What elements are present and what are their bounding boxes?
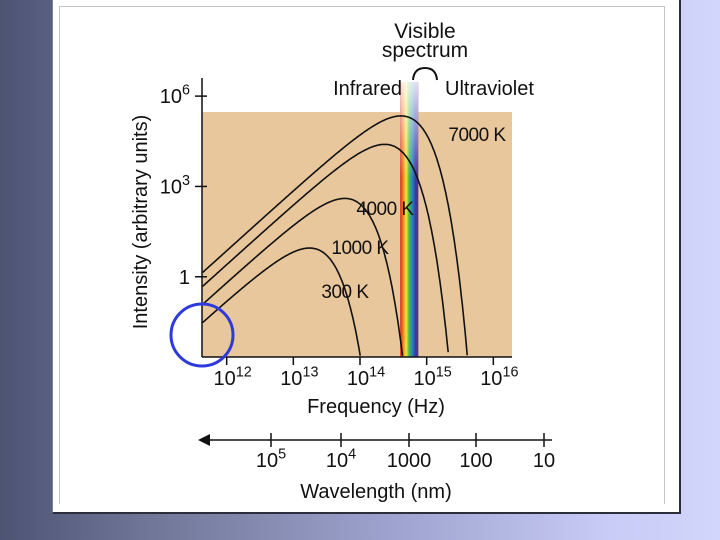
visible-title-line2: spectrum [382, 39, 468, 62]
plot-background [202, 112, 512, 357]
wavelength-tick-label: 100 [459, 450, 492, 472]
visible-band [400, 82, 419, 357]
slide-inner-rule [59, 6, 665, 504]
x-ticks: 1012 1013 1014 1015 1016 [214, 357, 518, 390]
x-tick-label: 1012 [214, 365, 252, 390]
infrared-label: Infrared [333, 78, 402, 100]
y-axis-label: Intensity (arbitrary units) [130, 115, 152, 330]
y-ticks: 106 103 1 [160, 83, 207, 289]
wavelength-axis-arrowhead [198, 434, 210, 446]
curve-label-300K: 300 K [321, 282, 369, 303]
x-tick-label: 1016 [480, 365, 518, 390]
curve-label-1000K: 1000 K [331, 238, 389, 259]
wavelength-tick-label: 105 [256, 447, 286, 472]
x-tick-label: 1014 [347, 365, 385, 390]
visible-title-line1: Visible [394, 20, 455, 43]
visible-bracket [412, 66, 438, 81]
curve-label-4000K: 4000 K [356, 199, 414, 220]
visible-band-highlight [400, 82, 419, 357]
y-tick-label: 103 [160, 173, 190, 198]
curve-1000K [202, 197, 404, 356]
x-axis-label: Frequency (Hz) [307, 396, 445, 418]
wavelength-axis-label: Wavelength (nm) [300, 481, 452, 503]
wavelength-tick-label: 1000 [387, 450, 432, 472]
curve-300K [202, 247, 361, 356]
wavelength-tick-label: 104 [326, 447, 356, 472]
annotation-circle [169, 302, 235, 368]
y-tick-label: 1 [179, 267, 190, 289]
curve-label-7000K: 7000 K [448, 125, 506, 146]
x-tick-label: 1013 [280, 365, 318, 390]
wavelength-ticks: 105 104 1000 100 10 [256, 433, 555, 472]
wavelength-tick-label: 10 [533, 450, 555, 472]
ultraviolet-label: Ultraviolet [445, 78, 534, 100]
curve-4000K [202, 143, 449, 353]
blackbody-curves [202, 115, 468, 356]
y-tick-label: 106 [160, 83, 190, 108]
x-tick-label: 1015 [414, 365, 452, 390]
curve-labels: 7000 K 4000 K 1000 K 300 K [321, 125, 507, 303]
curve-7000K [202, 115, 468, 356]
